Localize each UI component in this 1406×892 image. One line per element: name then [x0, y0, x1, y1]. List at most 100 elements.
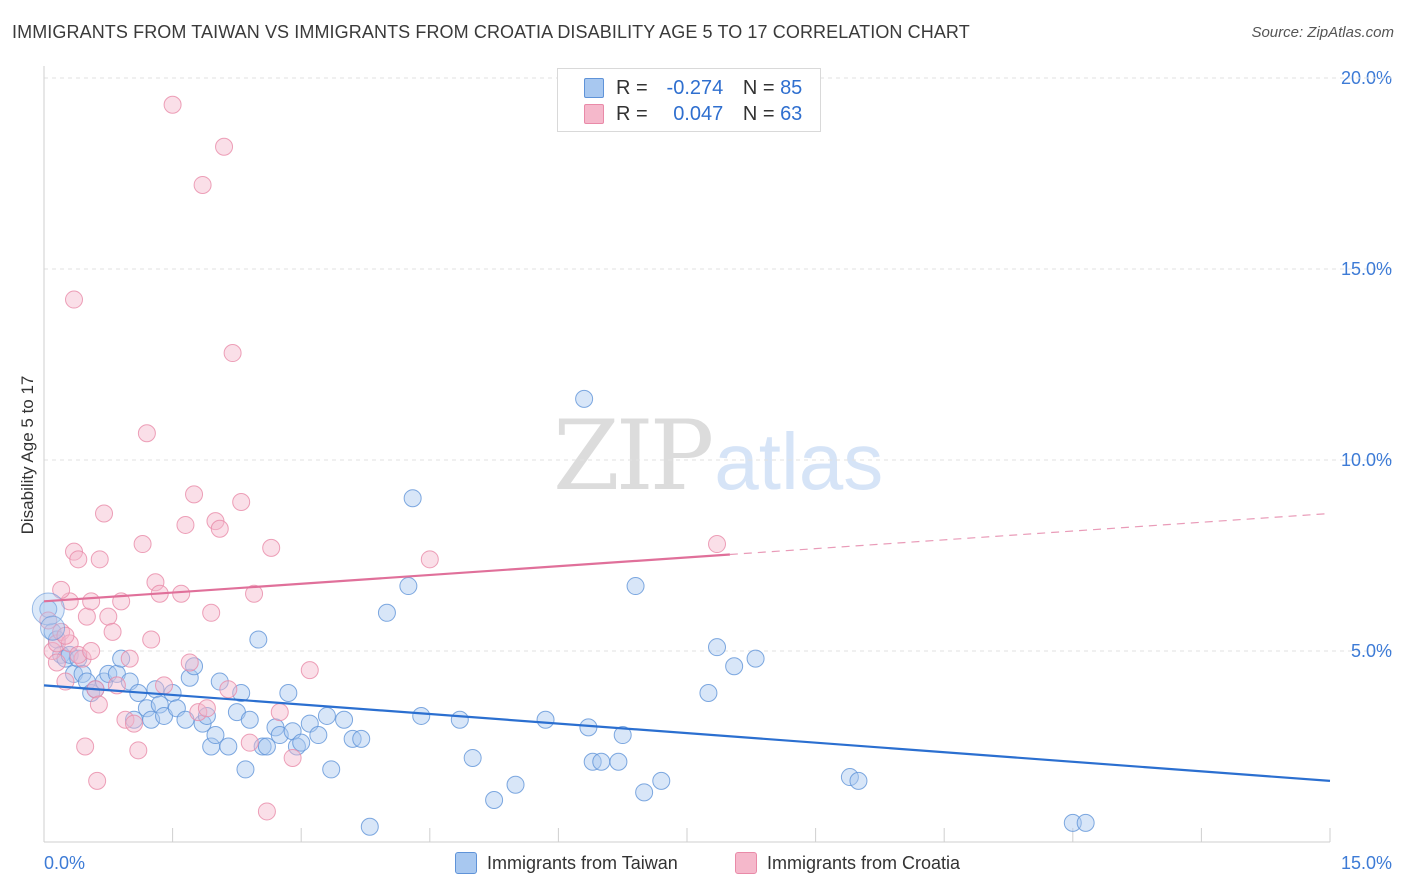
trend-line-taiwan	[43, 684, 1331, 782]
trend-line-extension-croatia	[729, 512, 1331, 556]
r-value: 0.047	[673, 102, 724, 125]
point-croatia	[283, 748, 302, 767]
point-croatia	[52, 580, 71, 599]
point-taiwan	[403, 489, 422, 508]
point-taiwan	[725, 657, 744, 676]
point-croatia	[708, 535, 727, 554]
point-taiwan	[609, 752, 628, 771]
point-taiwan	[180, 668, 199, 687]
point-taiwan	[635, 783, 654, 802]
point-croatia	[240, 733, 259, 752]
point-croatia	[193, 175, 212, 194]
point-croatia	[223, 344, 242, 363]
point-taiwan	[257, 737, 276, 756]
point-taiwan	[840, 768, 859, 787]
point-taiwan	[746, 649, 765, 668]
point-croatia	[202, 603, 221, 622]
point-croatia	[155, 676, 174, 695]
legend-label-taiwan: Immigrants from Taiwan	[487, 852, 678, 873]
point-taiwan	[399, 577, 418, 596]
point-croatia	[270, 703, 289, 722]
legend-swatch-croatia	[735, 852, 757, 874]
point-taiwan	[240, 710, 259, 729]
point-croatia	[210, 519, 229, 538]
y-tick-label: 10.0%	[1341, 450, 1392, 470]
point-taiwan	[579, 718, 598, 737]
legend-text-croatia: R = 0.047 N = 63	[616, 103, 802, 126]
point-croatia	[69, 550, 88, 569]
point-taiwan	[450, 710, 469, 729]
point-croatia	[65, 290, 84, 309]
point-taiwan	[506, 775, 525, 794]
point-taiwan	[708, 638, 727, 657]
point-taiwan	[592, 752, 611, 771]
point-taiwan	[699, 684, 718, 703]
point-taiwan	[575, 389, 594, 408]
point-taiwan	[206, 726, 225, 745]
legend-label-croatia: Immigrants from Croatia	[767, 852, 961, 873]
point-croatia	[116, 710, 135, 729]
point-croatia	[129, 741, 148, 760]
y-tick-label: 5.0%	[1351, 641, 1392, 661]
point-croatia	[82, 592, 101, 611]
point-taiwan	[317, 706, 336, 725]
x-tick-label: 0.0%	[44, 853, 85, 873]
point-croatia	[180, 653, 199, 672]
point-croatia	[146, 573, 165, 592]
point-taiwan	[150, 695, 169, 714]
point-croatia	[163, 95, 182, 114]
r-value: -0.274	[666, 76, 724, 99]
point-croatia	[189, 703, 208, 722]
point-croatia	[300, 661, 319, 680]
point-croatia	[76, 737, 95, 756]
point-taiwan	[613, 726, 632, 745]
point-croatia	[77, 607, 96, 626]
point-croatia	[99, 607, 118, 626]
n-label: N =	[742, 102, 775, 125]
point-croatia	[133, 535, 152, 554]
point-taiwan	[219, 737, 238, 756]
series-legend: Immigrants from Taiwan Immigrants from C…	[0, 852, 1406, 878]
point-taiwan	[279, 684, 298, 703]
point-croatia	[262, 538, 281, 557]
point-taiwan	[197, 706, 216, 725]
watermark-zip: ZIP	[553, 400, 714, 512]
point-taiwan	[652, 771, 671, 790]
point-croatia	[120, 649, 139, 668]
point-croatia	[56, 626, 75, 645]
point-croatia	[232, 493, 251, 512]
r-label: R =	[616, 76, 648, 99]
x-tick-label: 15.0%	[1341, 853, 1392, 873]
point-taiwan	[360, 817, 379, 836]
trend-line-croatia	[43, 553, 730, 603]
point-croatia	[103, 622, 122, 641]
point-taiwan	[463, 748, 482, 767]
watermark-atlas: atlas	[714, 417, 884, 506]
legend-item-taiwan[interactable]: Immigrants from Taiwan	[455, 852, 678, 874]
point-croatia	[219, 680, 238, 699]
legend-swatch-croatia	[584, 104, 604, 124]
legend-item-croatia[interactable]: Immigrants from Croatia	[735, 852, 960, 874]
point-taiwan	[412, 706, 431, 725]
point-croatia	[137, 424, 156, 443]
y-tick-label: 15.0%	[1341, 259, 1392, 279]
chart-title: IMMIGRANTS FROM TAIWAN VS IMMIGRANTS FRO…	[12, 22, 970, 42]
point-croatia	[142, 630, 161, 649]
point-croatia	[197, 699, 216, 718]
point-taiwan	[1076, 813, 1095, 832]
point-croatia	[90, 550, 109, 569]
point-croatia	[89, 695, 108, 714]
point-taiwan	[1063, 813, 1082, 832]
point-croatia	[47, 653, 66, 672]
point-taiwan-large	[40, 615, 66, 641]
n-label: N =	[742, 76, 775, 99]
point-taiwan	[335, 710, 354, 729]
r-label: R =	[616, 102, 648, 125]
point-taiwan	[249, 630, 268, 649]
point-croatia	[88, 771, 107, 790]
point-taiwan	[352, 729, 371, 748]
point-taiwan	[485, 790, 504, 809]
watermark: ZIPatlas	[553, 400, 883, 512]
point-taiwan	[236, 760, 255, 779]
